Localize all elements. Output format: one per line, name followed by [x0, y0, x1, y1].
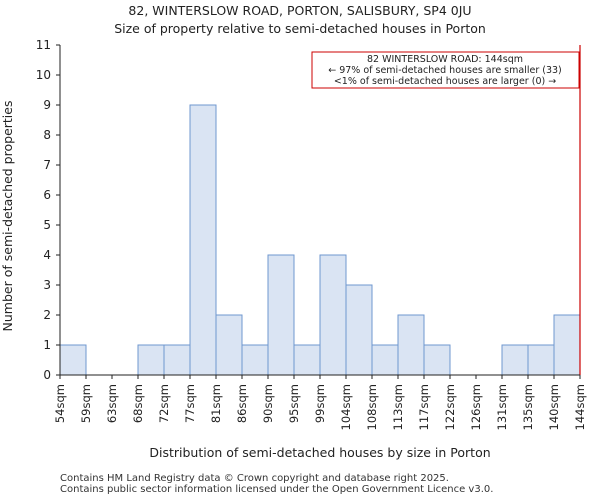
x-tick-label-135sqm: 135sqm [521, 384, 535, 430]
y-tick-label-6: 6 [43, 188, 51, 202]
bar-117sqm [423, 344, 451, 376]
annotation-line-1: 82 WINTERSLOW ROAD: 144sqm [367, 54, 523, 65]
x-tick-label-117sqm: 117sqm [417, 384, 431, 430]
bars-group [59, 104, 581, 376]
x-tick-label-95sqm: 95sqm [287, 384, 301, 423]
annotation-line-2: ← 97% of semi-detached houses are smalle… [328, 65, 562, 76]
x-tick-label-86sqm: 86sqm [235, 384, 249, 423]
y-tick-label-2: 2 [43, 308, 51, 322]
y-tick-label-7: 7 [43, 158, 51, 172]
bar-95sqm [293, 344, 321, 376]
x-tick-label-140sqm: 140sqm [547, 384, 561, 430]
x-tick-label-54sqm: 54sqm [53, 384, 67, 423]
y-tick-label-9: 9 [43, 98, 51, 112]
axes-group: 0 1 2 3 4 5 6 7 8 9 10 11 54sqm 59sqm 63sqm 68sqm 72sqm 7… [36, 38, 587, 430]
x-tick-label-99sqm: 99sqm [313, 384, 327, 423]
x-tick-label-77sqm: 77sqm [183, 384, 197, 423]
bar-99sqm [319, 254, 347, 376]
x-tick-label-144sqm: 144sqm [573, 384, 587, 430]
x-tick-label-81sqm: 81sqm [209, 384, 223, 423]
x-tick-label-104sqm: 104sqm [339, 384, 353, 430]
x-tick-label-126sqm: 126sqm [469, 384, 483, 430]
footer-licence: Contains public sector information licen… [60, 484, 494, 495]
y-tick-label-5: 5 [43, 218, 51, 232]
bar-86sqm [241, 344, 269, 376]
x-axis-label: Distribution of semi-detached houses by … [149, 445, 490, 460]
bar-135sqm [527, 344, 555, 376]
x-tick-label-113sqm: 113sqm [391, 384, 405, 430]
y-tick-label-10: 10 [36, 68, 51, 82]
annotation-group: 82 WINTERSLOW ROAD: 144sqm← 97% of semi-… [311, 51, 580, 89]
y-tick-label-3: 3 [43, 278, 51, 292]
bar-131sqm [501, 344, 529, 376]
x-tick-label-63sqm: 63sqm [105, 384, 119, 423]
chart-subtitle: Size of property relative to semi-detach… [114, 21, 486, 36]
bar-77sqm [189, 104, 217, 376]
bar-113sqm [397, 314, 425, 376]
bar-81sqm [215, 314, 243, 376]
bar-54sqm [59, 344, 87, 376]
bar-72sqm [163, 344, 191, 376]
x-tick-label-122sqm: 122sqm [443, 384, 457, 430]
chart-title: 82, WINTERSLOW ROAD, PORTON, SALISBURY, … [128, 3, 472, 18]
x-tick-label-131sqm: 131sqm [495, 384, 509, 430]
x-tick-label-59sqm: 59sqm [79, 384, 93, 423]
annotation-box [311, 51, 580, 89]
y-tick-label-11: 11 [36, 38, 51, 52]
footer-attribution: Contains HM Land Registry data © Crown c… [60, 473, 449, 484]
x-tick-label-90sqm: 90sqm [261, 384, 275, 423]
bar-108sqm [371, 344, 399, 376]
x-tick-label-108sqm: 108sqm [365, 384, 379, 430]
bar-90sqm [267, 254, 295, 376]
x-tick-label-72sqm: 72sqm [157, 384, 171, 423]
bar-104sqm [345, 284, 373, 376]
x-tick-label-68sqm: 68sqm [131, 384, 145, 423]
bar-140sqm [553, 314, 581, 376]
y-tick-label-4: 4 [43, 248, 51, 262]
y-tick-label-1: 1 [43, 338, 51, 352]
bar-68sqm [137, 344, 165, 376]
annotation-line-3: <1% of semi-detached houses are larger (… [334, 76, 556, 87]
y-tick-label-8: 8 [43, 128, 51, 142]
y-axis-label: Number of semi-detached properties [0, 101, 15, 332]
y-tick-label-0: 0 [43, 368, 51, 382]
